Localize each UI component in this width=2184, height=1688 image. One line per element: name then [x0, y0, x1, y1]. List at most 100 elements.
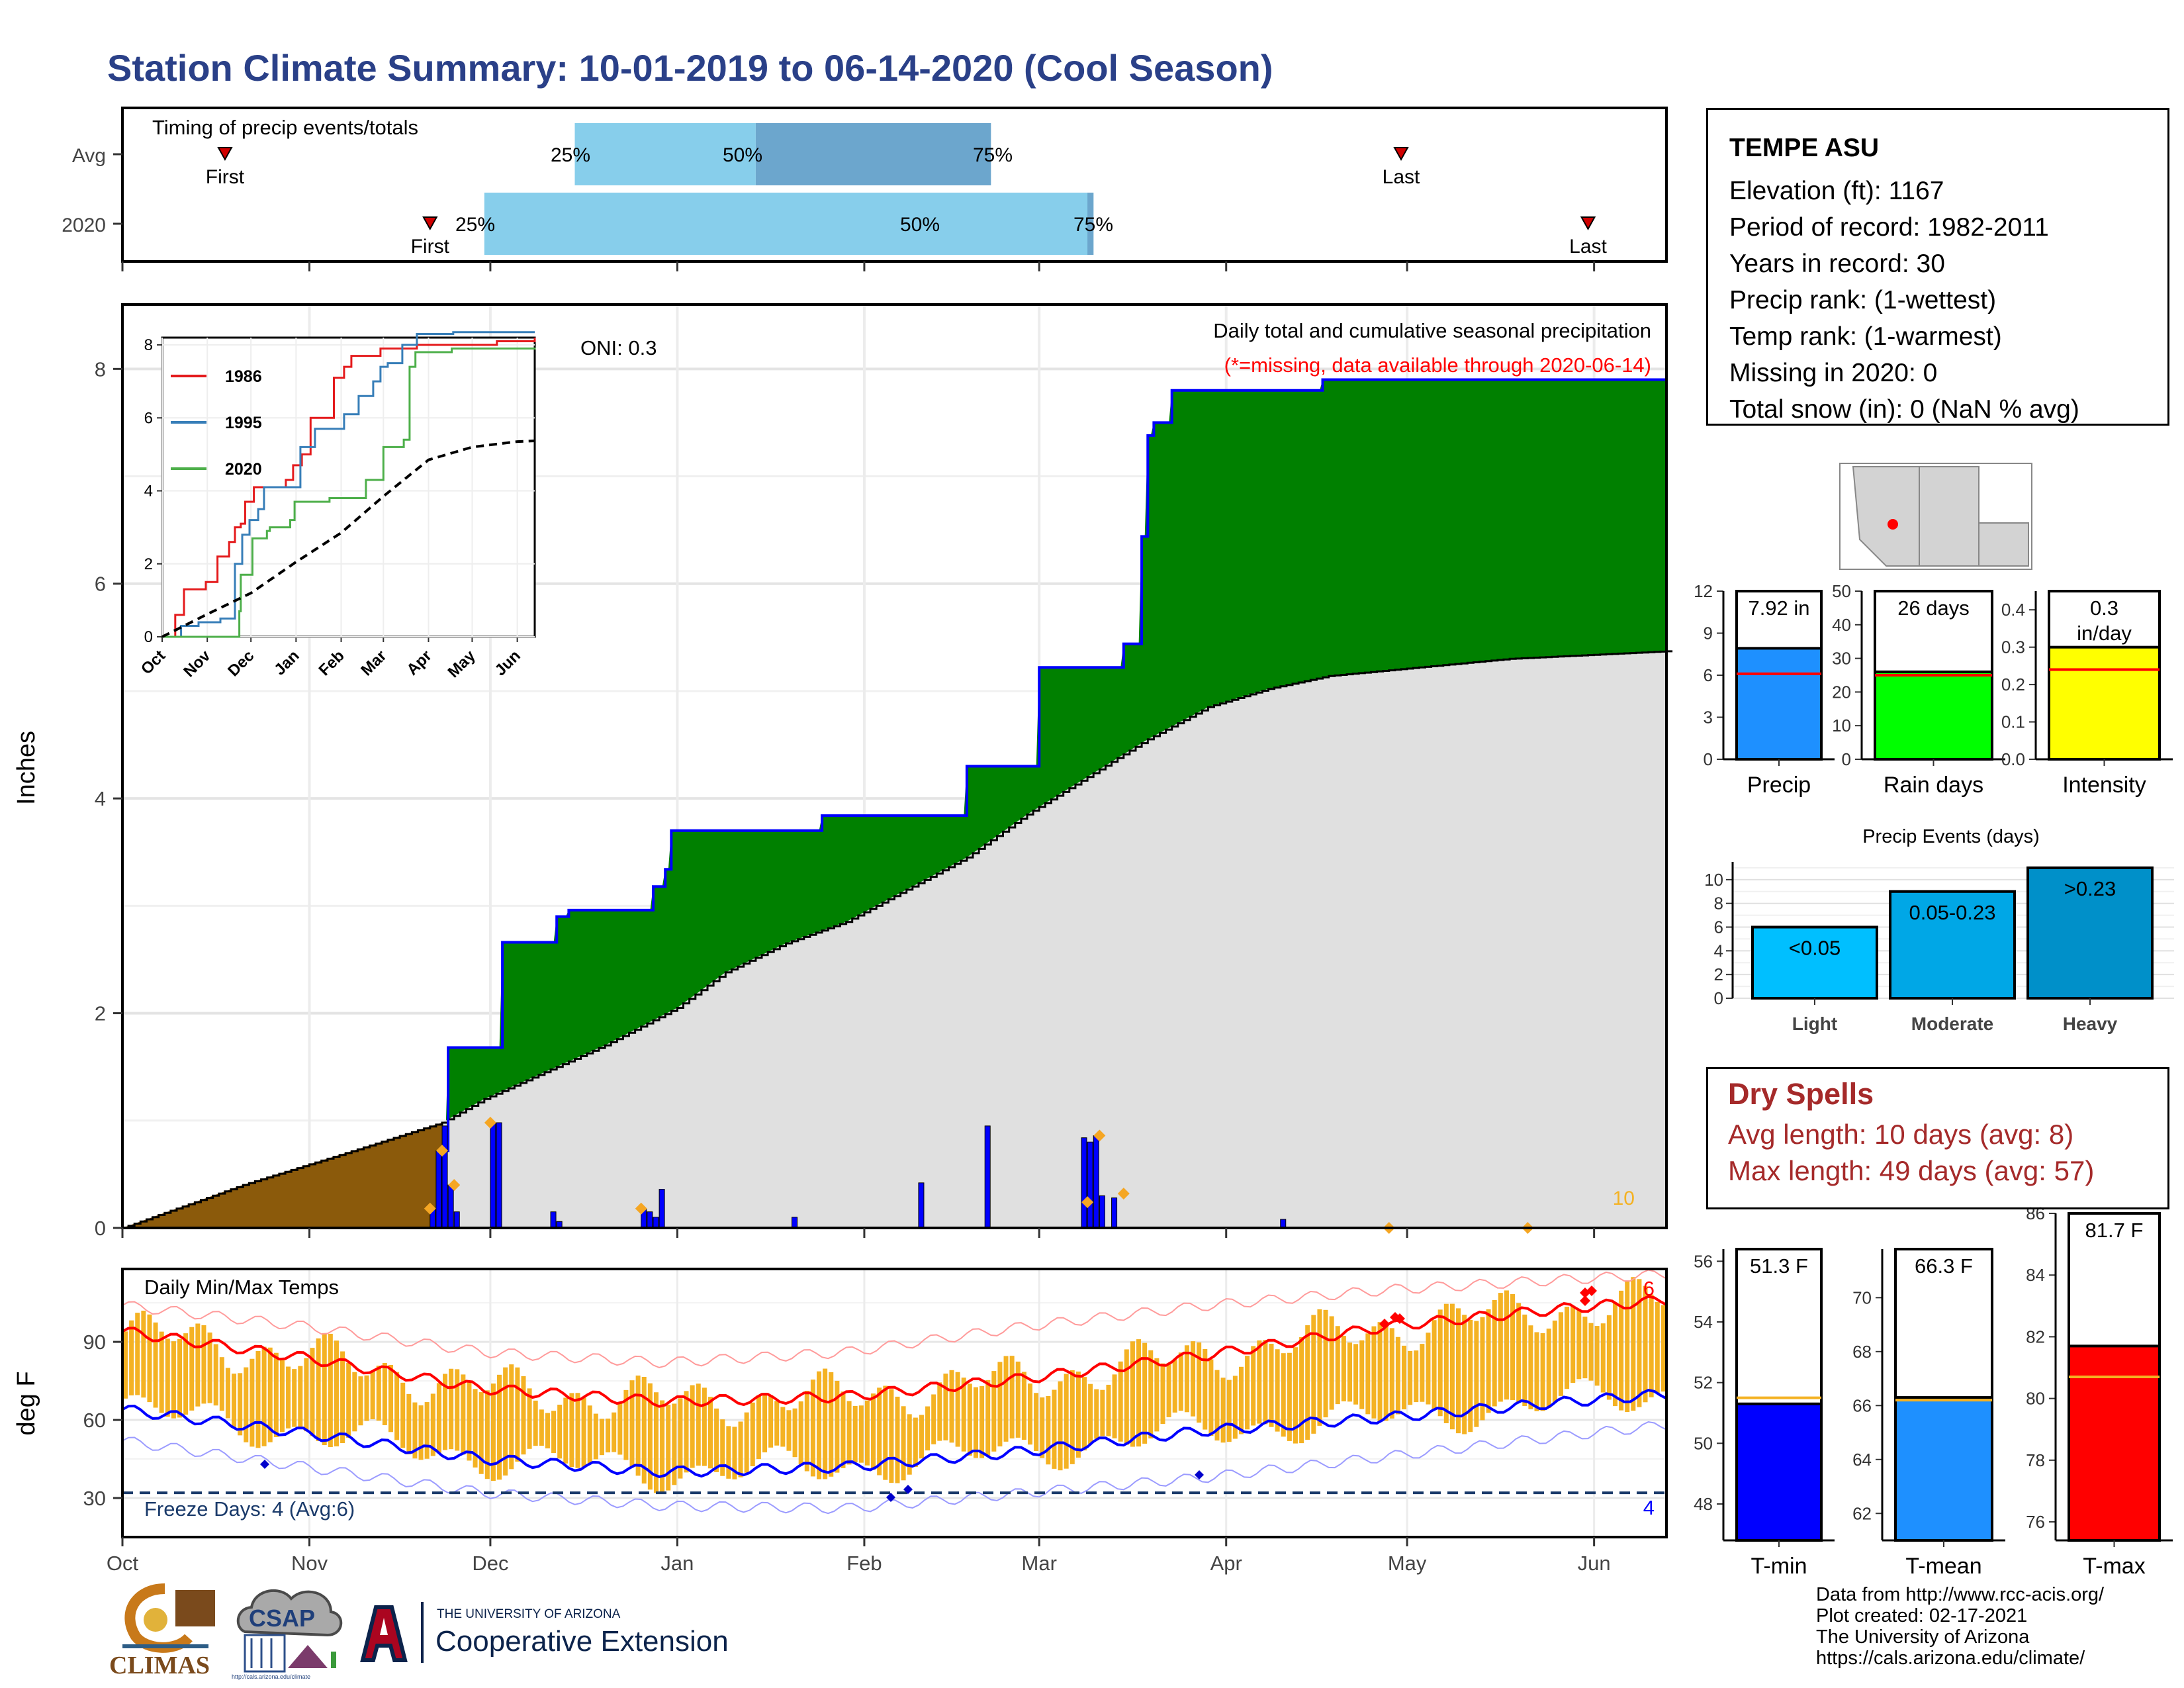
daily-temp-bar [997, 1362, 1003, 1447]
precip-y-tick-label: 8 [95, 357, 106, 381]
daily-temp-bar [1426, 1333, 1431, 1405]
daily-temp-bar [183, 1333, 189, 1415]
daily-temp-bar [406, 1393, 412, 1455]
precip-record-marker [436, 1145, 449, 1157]
dry-spells-heading: Dry Spells [1728, 1077, 1874, 1111]
daily-temp-bar [563, 1397, 569, 1464]
precip-events-bar-label: >0.23 [2064, 877, 2116, 900]
daily-temp-bar [539, 1409, 544, 1446]
daily-temp-bar [707, 1397, 713, 1469]
temp-summary-tmin-y-tick-label: 54 [1694, 1312, 1713, 1332]
station-name: TEMPE ASU [1729, 134, 1880, 162]
daily-temp-bar [907, 1414, 912, 1475]
timing-last-label: Last [1383, 166, 1420, 188]
daily-temp-bar [858, 1405, 864, 1463]
station-elevation: Elevation (ft): 1167 [1729, 177, 1944, 205]
precip-events-bar-label: 0.05-0.23 [1909, 901, 1996, 924]
daily-temp-bar [967, 1383, 972, 1456]
timing-bar-25-50 [484, 193, 1094, 255]
precip-summary-raindays-value-bar [1874, 670, 1993, 761]
ua-top-text: THE UNIVERSITY OF ARIZONA [437, 1607, 621, 1621]
daily-temp-bar [1094, 1389, 1099, 1439]
daily-temp-bar [1462, 1315, 1467, 1434]
timing-first-label: First [206, 166, 245, 188]
daily-temp-bar [937, 1382, 942, 1441]
timing-p25-label-2020: 25% [455, 214, 495, 236]
daily-temp-bar [1389, 1328, 1394, 1419]
footer-source: Data from http://www.rcc-acis.org/ [1816, 1584, 2105, 1605]
temp-x-tick-label: Oct [107, 1552, 139, 1575]
temp-summary-tmean-y-tick-label: 68 [1852, 1342, 1872, 1362]
precip-average-area [122, 651, 1666, 1228]
daily-temp-bar [171, 1341, 176, 1419]
daily-precip-bar [1081, 1137, 1087, 1229]
daily-temp-bar [617, 1401, 623, 1455]
daily-temp-bar [635, 1375, 641, 1476]
temp-title: Daily Min/Max Temps [144, 1276, 339, 1299]
precip-events-category-label: Heavy [2063, 1013, 2118, 1034]
timing-p50-label-2020: 50% [900, 214, 940, 236]
daily-temp-bar [804, 1390, 809, 1472]
precip-events-y-tick-label: 8 [1714, 894, 1723, 914]
daily-precip-bar [659, 1189, 665, 1229]
daily-temp-bar [1082, 1377, 1087, 1451]
daily-temp-bar [443, 1374, 448, 1450]
footer-credits: Data from http://www.rcc-acis.org/ Plot … [1816, 1584, 2104, 1669]
precip-summary-intensity-value-label: in/day [2077, 622, 2132, 645]
inset-y-tick-label: 8 [144, 336, 153, 354]
daily-temp-bar [1341, 1336, 1346, 1401]
daily-temp-bar [1443, 1303, 1449, 1423]
daily-precip-bar [1093, 1135, 1099, 1229]
daily-temp-bar [334, 1340, 339, 1447]
daily-temp-bar [1353, 1344, 1359, 1405]
daily-temp-bar [1106, 1384, 1111, 1436]
daily-temp-bar [352, 1372, 357, 1432]
daily-temp-bar [587, 1405, 592, 1464]
daily-temp-bar [629, 1380, 635, 1468]
climas-logo: CLIMAS [109, 1583, 220, 1679]
inset-average-line [161, 440, 535, 638]
daily-temp-bar [388, 1364, 393, 1432]
daily-temp-bar [1160, 1363, 1165, 1425]
temp-record-min-line [122, 1421, 1667, 1515]
temp-y-tick-label: 30 [83, 1487, 106, 1510]
daily-temp-bar [358, 1376, 363, 1426]
daily-temp-bar [714, 1408, 719, 1472]
daily-temp-bar [1631, 1277, 1636, 1411]
precip-summary-precip-category-label: Precip [1747, 773, 1811, 798]
temp-x-tick-label: Apr [1210, 1552, 1242, 1575]
inset-legend-label: 1986 [225, 367, 262, 386]
daily-temp-bar [135, 1313, 140, 1395]
daily-temp-bar [786, 1410, 792, 1451]
daily-temp-bar [780, 1407, 786, 1447]
daily-temp-bar [1570, 1305, 1576, 1383]
daily-temp-bar [641, 1376, 647, 1484]
temp-summary-tmin-value-label: 51.3 F [1750, 1254, 1808, 1278]
daily-temp-bar [1432, 1320, 1437, 1410]
daily-temp-bar [129, 1320, 134, 1395]
daily-temp-bar [1299, 1336, 1304, 1444]
daily-temp-bar [557, 1405, 563, 1459]
daily-temp-bar [1191, 1341, 1196, 1417]
daily-temp-bar [1329, 1316, 1334, 1410]
daily-temp-bar [1606, 1315, 1612, 1400]
daily-temp-bar [678, 1398, 683, 1479]
temp-summary-tmax-y-tick-label: 84 [2026, 1265, 2045, 1285]
daily-temp-bar [817, 1371, 822, 1479]
daily-temp-bar [1257, 1340, 1262, 1424]
daily-temp-bar [931, 1394, 936, 1444]
daily-temp-bar [1281, 1353, 1286, 1437]
inset-series-line-2020 [162, 348, 536, 638]
daily-temp-bar [478, 1392, 484, 1474]
daily-temp-bar [328, 1333, 333, 1447]
daily-precip-bar [918, 1182, 925, 1229]
temp-summary-tmean-y-tick-label: 66 [1852, 1395, 1872, 1415]
daily-temp-bar [261, 1346, 267, 1446]
precip-average-line [122, 650, 1673, 1229]
precip-summary-raindays-y-tick-label: 10 [1832, 716, 1851, 735]
precip-y-tick-label: 2 [95, 1002, 106, 1025]
daily-temp-bar [702, 1387, 707, 1466]
page-title: Station Climate Summary: 10-01-2019 to 0… [107, 47, 1273, 89]
daily-temp-bar [1498, 1293, 1503, 1402]
daily-temp-bar [436, 1383, 441, 1453]
